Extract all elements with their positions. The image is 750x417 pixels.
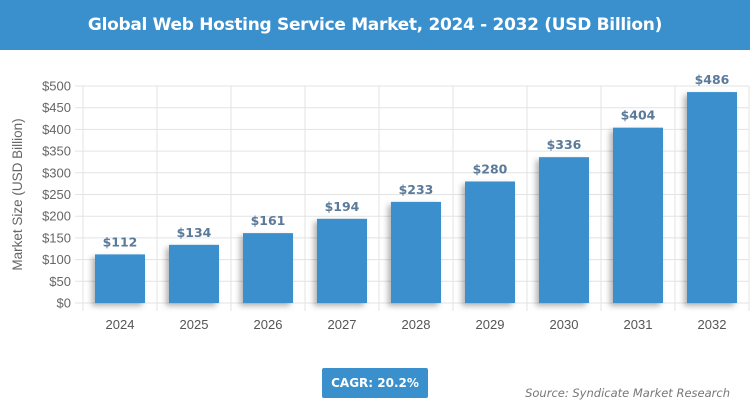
y-tick-label: $0 bbox=[57, 296, 71, 311]
y-tick-label: $350 bbox=[42, 144, 71, 159]
bar-2029 bbox=[465, 181, 515, 303]
bar-chart: $0 $50 $100 $150 $200 $250 $300 $350 $400 $450 $50… bbox=[10, 72, 750, 332]
x-tick-label: 2025 bbox=[180, 317, 209, 332]
bar-2031 bbox=[613, 127, 663, 303]
x-tick-label: 2030 bbox=[550, 317, 579, 332]
x-tick-label: 2024 bbox=[106, 317, 135, 332]
data-label: $336 bbox=[547, 137, 582, 152]
x-tick-label: 2028 bbox=[402, 317, 431, 332]
x-tick-label: 2029 bbox=[476, 317, 505, 332]
y-tick-label: $250 bbox=[42, 187, 71, 202]
source-note: Source: Syndicate Market Research bbox=[525, 386, 730, 400]
data-label: $280 bbox=[473, 161, 508, 176]
y-tick-label: $450 bbox=[42, 100, 71, 115]
data-label: $486 bbox=[695, 72, 730, 87]
data-label: $404 bbox=[621, 108, 656, 123]
x-tick-label: 2032 bbox=[698, 317, 727, 332]
bar-2027 bbox=[317, 218, 367, 303]
y-tick-label: $500 bbox=[42, 79, 71, 94]
y-tick-label: $400 bbox=[42, 122, 71, 137]
y-tick-label: $200 bbox=[42, 209, 71, 224]
y-tick-label: $300 bbox=[42, 165, 71, 180]
data-label: $134 bbox=[177, 225, 212, 240]
cagr-badge: CAGR: 20.2% bbox=[322, 368, 428, 398]
data-label: $194 bbox=[325, 199, 360, 214]
bar-2024 bbox=[95, 254, 145, 303]
y-tick-label: $100 bbox=[42, 252, 71, 267]
bar-2032 bbox=[687, 92, 737, 303]
x-tick-label: 2031 bbox=[624, 317, 653, 332]
data-label: $161 bbox=[251, 213, 286, 228]
bar-2025 bbox=[169, 244, 219, 303]
data-label: $233 bbox=[399, 182, 434, 197]
bar-2026 bbox=[243, 233, 293, 303]
chart-title: Global Web Hosting Service Market, 2024 … bbox=[0, 0, 750, 50]
data-label: $112 bbox=[103, 234, 138, 249]
y-tick-label: $150 bbox=[42, 230, 71, 245]
y-axis-label: Market Size (USD Billion) bbox=[10, 118, 25, 270]
bar-2028 bbox=[391, 201, 441, 303]
x-tick-label: 2026 bbox=[254, 317, 283, 332]
x-tick-label: 2027 bbox=[328, 317, 357, 332]
y-tick-label: $50 bbox=[49, 274, 71, 289]
bar-2030 bbox=[539, 157, 589, 303]
